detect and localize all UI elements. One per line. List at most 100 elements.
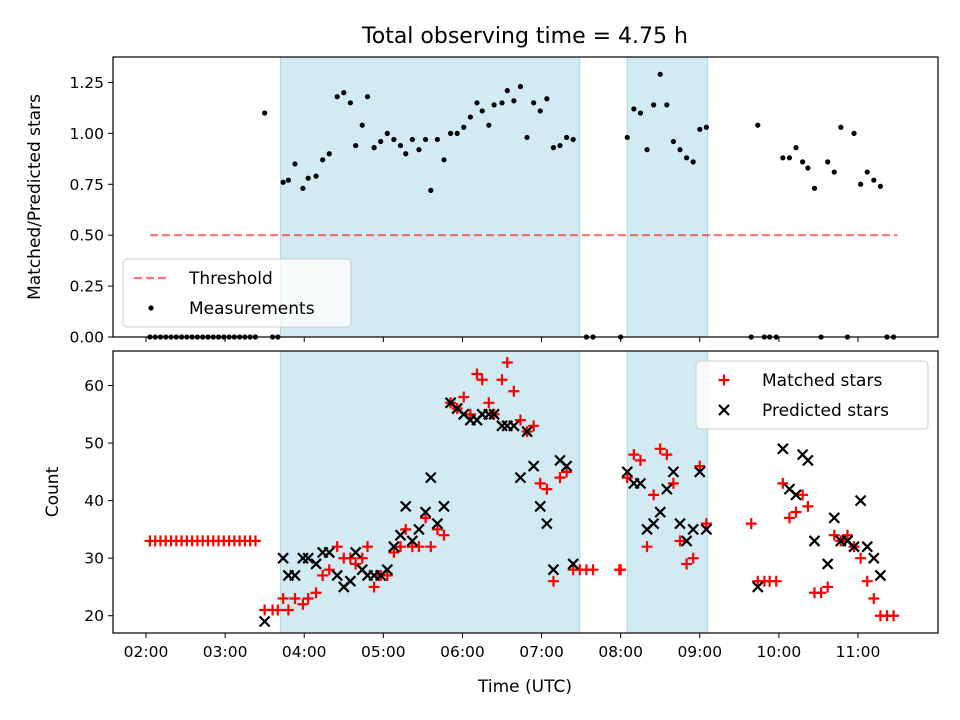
x-tick-label: 05:00 <box>361 643 406 661</box>
data-point <box>272 604 284 616</box>
data-point <box>547 575 559 587</box>
data-point <box>425 471 437 484</box>
data-point <box>528 420 540 432</box>
data-point <box>344 552 356 564</box>
data-point <box>297 598 309 610</box>
data-point <box>752 581 764 593</box>
data-point <box>831 169 837 175</box>
data-point <box>313 173 319 179</box>
data-point <box>282 604 294 616</box>
data-point <box>861 540 874 553</box>
data-point <box>570 136 576 143</box>
y-tick-label: 60 <box>84 377 104 395</box>
data-point <box>628 449 640 461</box>
data-point <box>422 136 429 143</box>
data-point <box>822 581 834 593</box>
data-point <box>521 425 533 438</box>
data-point <box>458 391 470 403</box>
data-point <box>305 175 311 181</box>
data-point <box>431 523 443 535</box>
data-point <box>637 110 644 116</box>
data-point <box>394 529 407 541</box>
data-point <box>378 138 384 145</box>
data-point <box>300 185 306 191</box>
counts-points-layer <box>144 357 900 628</box>
data-point <box>524 134 530 141</box>
data-point <box>687 523 699 536</box>
data-point <box>262 110 268 116</box>
data-point <box>793 145 799 151</box>
data-point <box>476 374 488 386</box>
data-point <box>504 88 510 94</box>
data-point <box>447 130 454 136</box>
data-point <box>564 134 570 141</box>
data-point <box>648 489 660 501</box>
data-point <box>871 177 877 183</box>
data-point <box>770 575 782 587</box>
data-point <box>777 443 789 455</box>
series-predicted-stars <box>258 397 887 628</box>
data-point <box>790 506 802 518</box>
data-point <box>657 71 663 77</box>
data-point <box>531 100 537 106</box>
data-point <box>755 122 761 128</box>
data-point <box>514 471 527 484</box>
counts-legend: Matched stars Predicted stars <box>695 360 929 430</box>
data-point <box>441 157 447 163</box>
data-point <box>388 546 400 558</box>
data-point <box>828 512 841 524</box>
data-point <box>341 90 347 96</box>
data-point <box>821 558 834 570</box>
ratio-x-ticks <box>145 337 859 342</box>
data-point <box>511 98 517 104</box>
data-point <box>697 126 703 132</box>
data-point <box>349 546 362 559</box>
data-point <box>249 535 261 547</box>
data-point <box>651 102 657 108</box>
x-tick-label: 04:00 <box>282 643 327 661</box>
data-point <box>541 483 553 495</box>
data-point <box>694 460 706 472</box>
chart-title: Total observing time = 4.75 h <box>361 24 688 49</box>
x-tick-label: 03:00 <box>203 643 248 661</box>
data-point <box>868 552 880 564</box>
data-point <box>277 552 289 564</box>
data-point <box>667 466 680 478</box>
data-point <box>534 500 547 513</box>
data-point <box>331 569 343 582</box>
y-tick-label: 1.25 <box>69 74 104 92</box>
data-point <box>400 523 412 535</box>
data-point <box>661 483 673 495</box>
data-point <box>310 587 322 599</box>
data-point <box>560 460 573 472</box>
x-tick-label: 02:00 <box>124 643 169 661</box>
data-point <box>534 477 546 489</box>
data-point <box>670 138 677 145</box>
data-point <box>461 124 467 130</box>
data-point <box>483 397 495 409</box>
data-point <box>438 529 450 541</box>
data-point <box>409 136 415 143</box>
counts-panel-frame <box>112 350 939 634</box>
data-point <box>644 147 650 153</box>
data-point <box>797 489 809 501</box>
data-point <box>550 145 557 151</box>
data-point <box>641 541 653 553</box>
data-point <box>681 558 693 570</box>
counts-y-ticks: 20 30 40 50 60 <box>84 377 113 625</box>
data-point <box>467 114 473 120</box>
data-point <box>802 500 814 512</box>
data-point <box>838 124 844 130</box>
data-point <box>323 546 336 559</box>
x-tick-label: 10:00 <box>757 643 802 661</box>
data-point <box>384 130 390 136</box>
data-point <box>326 151 332 157</box>
data-point <box>514 414 526 426</box>
counts-shaded-intervals <box>279 350 709 634</box>
data-point <box>554 472 566 484</box>
data-point <box>285 177 291 183</box>
y-tick-label: 50 <box>84 435 104 453</box>
data-point <box>667 477 679 489</box>
data-point <box>624 134 630 141</box>
